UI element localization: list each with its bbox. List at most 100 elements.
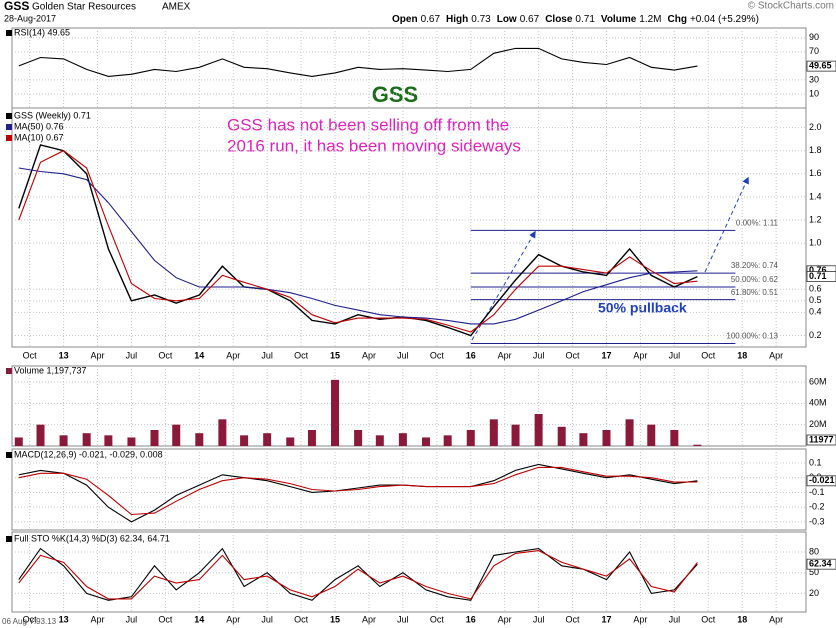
- legend-entry: GSS (Weekly) 0.71: [14, 110, 91, 120]
- volume-bar: [127, 437, 136, 446]
- legend-swatch: [6, 452, 12, 458]
- x-tick-label: Apr: [226, 350, 240, 360]
- volume-bar: [36, 424, 45, 446]
- x-tick-label: Jul: [126, 614, 138, 624]
- y-tick-label: 10: [809, 88, 819, 98]
- volume-bar: [398, 433, 407, 446]
- x-tick-label: 18: [737, 614, 747, 624]
- x-tick-label: Oct: [158, 350, 173, 360]
- legend-entry: MA(50) 0.76: [14, 121, 64, 131]
- legend-entry: Volume 1,197,737: [14, 365, 87, 375]
- symbol: GSS: [4, 0, 29, 13]
- x-tick-label: Jul: [669, 350, 681, 360]
- quote-label: High: [446, 14, 468, 25]
- last-value-label: -0.021: [809, 475, 835, 485]
- volume-bar: [82, 433, 91, 446]
- quote-label: Volume: [601, 14, 637, 25]
- quote-label: Open: [392, 14, 418, 25]
- last-value-label: 0.76: [809, 265, 827, 275]
- x-tick-label: Jul: [261, 614, 273, 624]
- quote: Open 0.67 High 0.73 Low 0.67 Close 0.71 Volume 1.…: [392, 14, 759, 25]
- volume-bar: [625, 419, 634, 446]
- y-tick-label: 60M: [809, 376, 827, 386]
- x-tick-label: Oct: [701, 350, 716, 360]
- x-tick-label: Apr: [90, 614, 104, 624]
- series-line: [18, 47, 698, 77]
- legend-swatch: [6, 30, 12, 36]
- volume-bar: [443, 435, 452, 446]
- x-tick-label: Oct: [23, 614, 38, 624]
- y-tick-label: -0.1: [809, 487, 825, 497]
- x-tick-label: Apr: [633, 350, 647, 360]
- quote-value: 0.71: [575, 14, 595, 25]
- volume-bar: [240, 435, 249, 446]
- y-tick-label: 1.2: [809, 214, 822, 224]
- quote-value: 0.67: [520, 14, 540, 25]
- last-value-box: [806, 475, 836, 487]
- last-value-label: 0.71: [809, 271, 827, 281]
- y-tick-label: 90: [809, 32, 819, 42]
- y-tick-label: 0.6: [809, 284, 822, 294]
- x-tick-label: Apr: [498, 614, 512, 624]
- quote-label: Close: [545, 14, 573, 25]
- last-value-box: [806, 60, 836, 72]
- x-tick-label: Apr: [362, 350, 376, 360]
- x-tick-label: Apr: [498, 350, 512, 360]
- x-tick-label: 17: [601, 614, 611, 624]
- x-tick-label: Oct: [701, 614, 716, 624]
- company-name: Golden Star Resources: [32, 2, 136, 13]
- y-tick-label: 0.5: [809, 295, 822, 305]
- last-value-label: 49.65: [809, 61, 832, 71]
- y-tick-label: 0.1: [809, 457, 822, 467]
- last-value-label: 62.34: [809, 559, 832, 569]
- series-line: [18, 550, 698, 600]
- x-tick-label: Jul: [261, 350, 273, 360]
- volume-bar: [466, 430, 475, 446]
- legend-swatch: [6, 113, 12, 119]
- volume-bar: [195, 433, 204, 446]
- x-tick-label: 18: [737, 350, 747, 360]
- projection-arrow: [704, 176, 749, 273]
- x-tick-label: Jul: [126, 350, 138, 360]
- x-tick-label: Oct: [430, 614, 445, 624]
- fib-label: 50.00%: 0.62: [731, 275, 779, 284]
- x-tick-label: Oct: [566, 350, 581, 360]
- volume-bar: [421, 437, 430, 446]
- y-tick-label: 0.2: [809, 330, 822, 340]
- x-tick-label: Apr: [226, 614, 240, 624]
- y-tick-label: 1.4: [809, 191, 822, 201]
- x-tick-label: Jul: [669, 614, 681, 624]
- x-tick-label: Jul: [533, 614, 545, 624]
- x-tick-label: Oct: [566, 614, 581, 624]
- panel-frame: [11, 107, 807, 348]
- y-tick-label: 1.6: [809, 168, 822, 178]
- volume-bar: [14, 437, 23, 446]
- x-tick-label: 16: [466, 350, 476, 360]
- y-tick-label: 1.8: [809, 145, 822, 155]
- volume-bar: [557, 426, 566, 446]
- x-tick-label: Apr: [769, 614, 783, 624]
- legend-entry: MACD(12,26,9) -0.021, -0.029, 0.008: [14, 449, 163, 459]
- y-tick-label: 70: [809, 46, 819, 56]
- date: 28-Aug-2017: [4, 13, 56, 23]
- panel-frame: [11, 365, 807, 447]
- legend-entry: MA(10) 0.67: [14, 132, 64, 142]
- volume-bar: [286, 437, 295, 446]
- quote-label: Low: [497, 14, 517, 25]
- volume-bar: [331, 379, 340, 446]
- volume-bar: [647, 424, 656, 446]
- y-tick-label: 30: [809, 74, 819, 84]
- y-tick-label: 40M: [809, 398, 827, 408]
- credit: © StockCharts.com: [748, 1, 834, 12]
- y-tick-label: -0.2: [809, 502, 825, 512]
- x-tick-label: Jul: [397, 614, 409, 624]
- y-tick-label: 20: [809, 588, 819, 598]
- x-tick-label: Apr: [769, 350, 783, 360]
- legend-swatch: [6, 536, 12, 542]
- note-line: 2016 run, it has been moving sideways: [227, 136, 521, 155]
- x-tick-label: Jul: [397, 350, 409, 360]
- last-value-box: [806, 558, 836, 570]
- volume-bar: [534, 414, 543, 446]
